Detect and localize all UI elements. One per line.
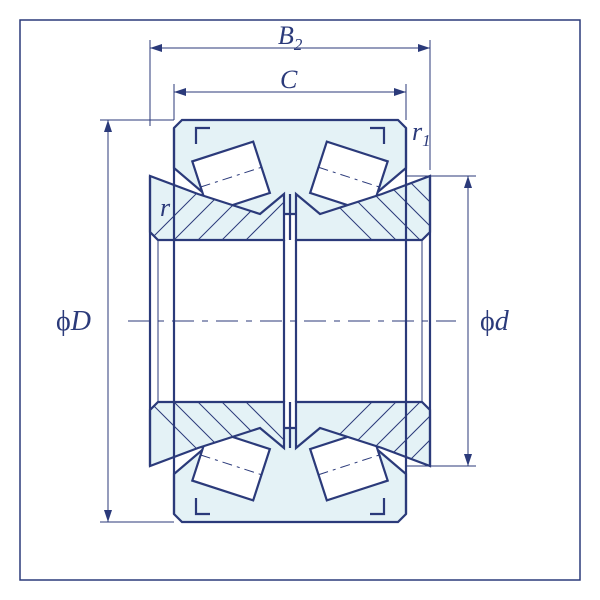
label-b2: B2 [278, 21, 303, 54]
label-phi-d-lower: ϕd [480, 306, 510, 337]
dimension-c: C [174, 65, 406, 120]
bearing-cross-section-diagram: B2 C ϕD ϕd [0, 0, 600, 600]
label-r1: r1 [412, 117, 431, 150]
label-c: C [280, 65, 298, 94]
label-r: r [160, 193, 171, 222]
label-phi-d-upper: ϕD [56, 306, 91, 337]
